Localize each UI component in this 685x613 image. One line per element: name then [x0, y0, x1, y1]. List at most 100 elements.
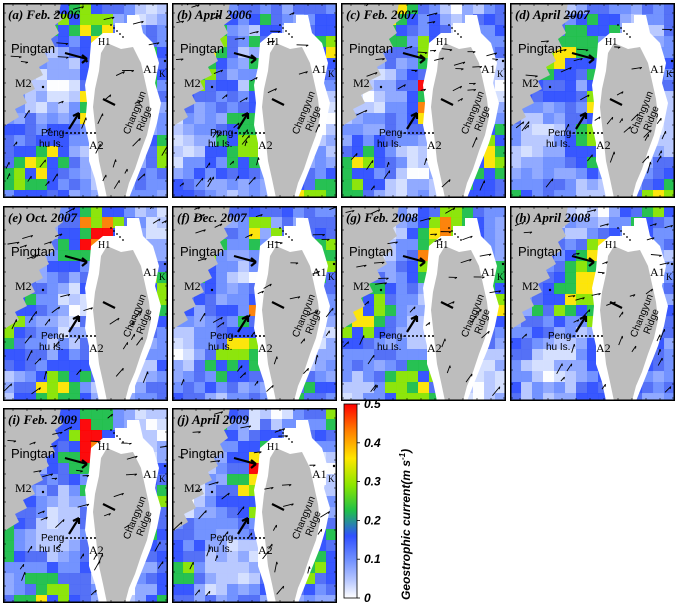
taiwan-island — [93, 246, 151, 401]
pingtan-label: Pingtan — [518, 41, 562, 56]
penghu-label-line2: hu Is. — [39, 544, 63, 555]
penghu-label-line1: Peng- — [548, 128, 575, 139]
china-coast — [3, 206, 63, 330]
panel-title: (b) April 2006 — [177, 7, 252, 22]
station-a1-label: A1 — [143, 62, 158, 76]
station-a2-label: A2 — [258, 138, 273, 152]
china-coast — [341, 3, 401, 127]
station-m2-label: M2 — [184, 279, 201, 293]
pingtan-label: Pingtan — [11, 41, 55, 56]
penghu-label-line1: Peng- — [41, 331, 68, 342]
station-m2-label: M2 — [15, 481, 32, 495]
taiwan-island — [431, 246, 489, 401]
map-panel: Pingtan H1 M2 A1 K1 A2 Peng-hu Is. ChangyunRidg… — [510, 3, 675, 198]
china-coast — [341, 206, 401, 330]
colorbar-tick-label: 0.1 — [364, 552, 381, 566]
station-m2-label: M2 — [353, 279, 370, 293]
station-m2-label: M2 — [184, 481, 201, 495]
penghu-label-line1: Peng- — [41, 533, 68, 544]
station-m2-label: M2 — [15, 279, 32, 293]
pingtan-label: Pingtan — [180, 41, 224, 56]
station-h1-label: H1 — [267, 442, 279, 453]
taiwan-island — [93, 448, 151, 603]
map-panel: Pingtan H1 M2 A1 K1 A2 Peng-hu Is. ChangyunRidg… — [341, 206, 506, 401]
station-h1-label: H1 — [267, 37, 279, 48]
station-k1-label: K1 — [666, 69, 675, 79]
station-a1-label: A1 — [312, 467, 327, 481]
panel-title: (f) Dec. 2007 — [177, 210, 247, 225]
penghu-label-line1: Peng- — [41, 128, 68, 139]
map-panel: Pingtan H1 M2 A1 K1 A2 Peng-hu Is. ChangyunRidg… — [3, 3, 168, 198]
station-a2-label: A2 — [258, 341, 273, 355]
station-k1-label: K1 — [666, 272, 675, 282]
map-panel: Pingtan H1 M2 A1 K1 A2 Peng-hu Is. ChangyunRidg… — [3, 206, 168, 401]
panel-title: (e) Oct. 2007 — [8, 210, 77, 225]
taiwan-island — [262, 43, 320, 198]
penghu-label-line1: Peng- — [379, 331, 406, 342]
station-a1-label: A1 — [481, 265, 496, 279]
penghu-label-line2: hu Is. — [39, 342, 63, 353]
station-a2-label: A2 — [258, 543, 273, 557]
panel-title: (i) Feb. 2009 — [8, 412, 77, 427]
penghu-label-line2: hu Is. — [208, 139, 232, 150]
china-coast — [172, 408, 232, 532]
station-k1-label: K1 — [328, 69, 337, 79]
colorbar-tick-label: 0.3 — [364, 475, 381, 489]
penghu-label-line1: Peng- — [210, 128, 237, 139]
colorbar-tick-label: 0.4 — [364, 436, 381, 450]
penghu-label-line1: Peng- — [548, 331, 575, 342]
penghu-label-line2: hu Is. — [377, 139, 401, 150]
station-h1-label: H1 — [605, 240, 617, 251]
penghu-label-line2: hu Is. — [546, 342, 570, 353]
colorbar-title: Geostrophic current(m s-1) — [398, 449, 413, 600]
penghu-label-line2: hu Is. — [208, 544, 232, 555]
station-m2-label: M2 — [184, 76, 201, 90]
station-m2-label: M2 — [522, 279, 539, 293]
colorbar-tick-label: 0.2 — [364, 513, 381, 527]
pingtan-label: Pingtan — [349, 41, 393, 56]
taiwan-island — [93, 43, 151, 198]
station-h1-label: H1 — [98, 442, 110, 453]
station-a1-label: A1 — [650, 265, 665, 279]
station-k1-label: K1 — [159, 272, 168, 282]
map-panel: Pingtan H1 M2 A1 K1 A2 Peng-hu Is. ChangyunRidg… — [510, 206, 675, 401]
map-panel: Pingtan H1 M2 A1 K1 A2 Peng-hu Is. ChangyunRidg… — [3, 408, 168, 603]
station-h1-label: H1 — [267, 240, 279, 251]
taiwan-island — [600, 246, 658, 401]
station-k1-label: K1 — [159, 474, 168, 484]
pingtan-label: Pingtan — [349, 244, 393, 259]
station-k1-label: K1 — [328, 272, 337, 282]
penghu-label-line2: hu Is. — [208, 342, 232, 353]
colorbar-legend: 0.5 0.4 0.3 0.2 0.1 0 Geostrophic current(m s… — [340, 397, 420, 605]
china-coast — [510, 3, 570, 127]
station-a2-label: A2 — [89, 341, 104, 355]
panel-title: (g) Feb. 2008 — [346, 210, 418, 225]
station-k1-label: K1 — [328, 474, 337, 484]
map-panel: Pingtan H1 M2 A1 K1 A2 Peng-hu Is. ChangyunRidg… — [172, 3, 337, 198]
colorbar-tick-label: 0.5 — [364, 400, 381, 411]
station-a1-label: A1 — [650, 62, 665, 76]
china-coast — [172, 3, 232, 127]
station-a2-label: A2 — [427, 138, 442, 152]
panel-title: (h) April 2008 — [515, 210, 591, 225]
station-k1-label: K1 — [497, 69, 506, 79]
pingtan-label: Pingtan — [180, 446, 224, 461]
station-a2-label: A2 — [596, 341, 611, 355]
china-coast — [3, 3, 63, 127]
panel-title: (d) April 2007 — [515, 7, 590, 22]
station-a2-label: A2 — [427, 341, 442, 355]
pingtan-label: Pingtan — [180, 244, 224, 259]
station-h1-label: H1 — [436, 240, 448, 251]
station-m2-label: M2 — [15, 76, 32, 90]
map-panel: Pingtan H1 M2 A1 K1 A2 Peng-hu Is. ChangyunRidg… — [172, 206, 337, 401]
station-a1-label: A1 — [143, 265, 158, 279]
penghu-label-line2: hu Is. — [546, 139, 570, 150]
station-a1-label: A1 — [312, 62, 327, 76]
station-k1-label: K1 — [159, 69, 168, 79]
station-h1-label: H1 — [98, 37, 110, 48]
china-coast — [510, 206, 570, 330]
taiwan-island — [431, 43, 489, 198]
colorbar-tick-label: 0 — [364, 591, 371, 605]
station-a1-label: A1 — [312, 265, 327, 279]
penghu-label-line1: Peng- — [210, 533, 237, 544]
